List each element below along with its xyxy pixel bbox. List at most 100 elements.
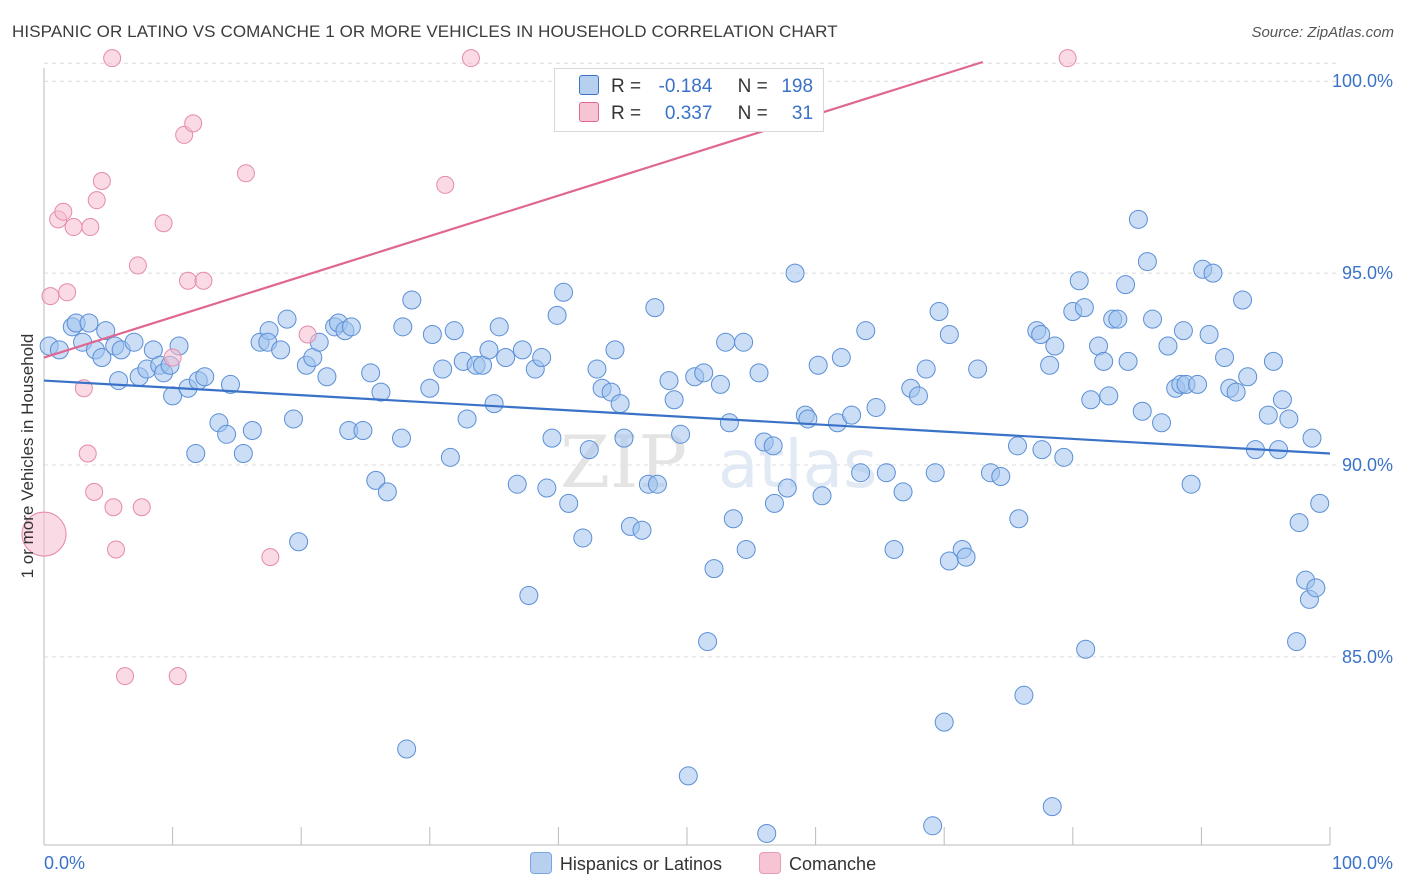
data-point-comanche [132,498,151,517]
source-label: Source: ZipAtlas.com [1251,24,1394,41]
data-point-hispanics [341,317,361,337]
data-point-comanche [85,482,104,501]
data-point-hispanics [923,816,943,836]
data-point-comanche [1058,49,1077,68]
data-point-hispanics [361,363,381,383]
data-point-hispanics [1032,440,1052,460]
data-point-hispanics [353,420,373,440]
data-point-hispanics [1310,493,1330,513]
legend-label-comanche: Comanche [789,854,877,874]
data-point-hispanics [422,325,442,345]
data-point-comanche [104,498,123,517]
data-point-hispanics [1226,382,1246,402]
y-tick-label: 95.0% [1342,263,1393,283]
data-point-hispanics [1014,685,1034,705]
legend-item-comanche[interactable]: Comanche [759,852,876,875]
data-point-hispanics [757,823,777,843]
data-point-hispanics [79,313,99,333]
data-point-hispanics [92,348,112,368]
data-point-hispanics [392,428,412,448]
r-value: -0.184 [658,76,713,97]
data-point-hispanics [1203,263,1223,283]
data-point-hispanics [397,739,417,759]
data-point-hispanics [908,386,928,406]
data-point-hispanics [195,367,215,387]
n-label: N = [737,76,768,97]
data-point-hispanics [659,371,679,391]
data-point-hispanics [1272,390,1292,410]
data-point-hispanics [440,447,460,467]
data-point-hispanics [547,305,567,325]
stats-row-comanche: R = 0.337 N = 31 [579,102,813,126]
trend-lines [43,60,1331,455]
data-point-hispanics [537,478,557,498]
data-point-hispanics [519,586,539,606]
data-point-comanche [128,256,147,275]
data-point-comanche [298,325,317,344]
data-point-hispanics [1132,401,1152,421]
data-point-hispanics [736,539,756,559]
data-point-hispanics [271,340,291,360]
tick-labels: 85.0% 90.0% 95.0% 100.0% 0.0% 100.0% [44,71,1393,873]
data-point-hispanics [542,428,562,448]
data-point-comanche [236,164,255,183]
n-value: 31 [791,103,814,124]
data-point-hispanics [573,528,593,548]
data-point-hispanics [579,440,599,460]
data-point-hispanics [444,321,464,341]
data-point-hispanics [610,394,630,414]
data-point-hispanics [1188,374,1208,394]
legend-item-hispanics[interactable]: Hispanics or Latinos [529,852,722,875]
data-point-hispanics [1173,321,1193,341]
data-point-comanche [58,283,77,302]
data-point-hispanics [647,474,667,494]
data-point-hispanics [433,359,453,379]
y-tick-label: 90.0% [1342,455,1393,475]
data-point-hispanics [1008,436,1028,456]
data-point-hispanics [1215,348,1235,368]
data-point-hispanics [1306,578,1326,598]
y-axis-title: 1 or more Vehicles in Household [18,333,37,579]
data-point-hispanics [710,374,730,394]
data-point-hispanics [749,363,769,383]
data-point-comanche [194,271,213,290]
trend-line-comanche [43,60,984,359]
data-point-comanche [81,218,100,237]
data-point-hispanics [956,547,976,567]
legend-swatch-comanche [759,852,782,874]
data-point-hispanics [484,394,504,414]
data-point-hispanics [554,282,574,302]
stats-box: R = -0.184 N = 198 R = 0.337 N = 31 [554,68,824,132]
data-point-comanche [184,114,203,133]
data-point-hispanics [916,359,936,379]
data-point-hispanics [393,317,413,337]
data-point-hispanics [559,493,579,513]
data-point-hispanics [934,712,954,732]
data-point-hispanics [991,467,1011,487]
data-point-comanche [54,202,73,221]
series-comanche-points [21,49,1077,686]
data-point-hispanics [283,409,303,429]
data-point-hispanics [777,478,797,498]
data-point-hispanics [1054,447,1074,467]
data-point-hispanics [1069,271,1089,291]
data-point-hispanics [1289,513,1309,533]
data-point-hispanics [1076,639,1096,659]
data-point-hispanics [1238,367,1258,387]
data-point-hispanics [884,539,904,559]
data-point-hispanics [1118,351,1138,371]
data-point-hispanics [694,363,714,383]
data-point-hispanics [704,559,724,579]
data-point-hispanics [968,359,988,379]
x-tick-label: 0.0% [44,853,85,873]
data-point-hispanics [925,463,945,483]
data-point-hispanics [1263,351,1283,371]
data-point-hispanics [317,367,337,387]
data-point-comanche [168,667,187,686]
data-point-hispanics [1081,390,1101,410]
axes [43,68,1331,846]
data-point-hispanics [233,444,253,463]
data-point-hispanics [277,309,297,329]
data-point-comanche [179,271,198,290]
data-point-hispanics [1158,336,1178,356]
